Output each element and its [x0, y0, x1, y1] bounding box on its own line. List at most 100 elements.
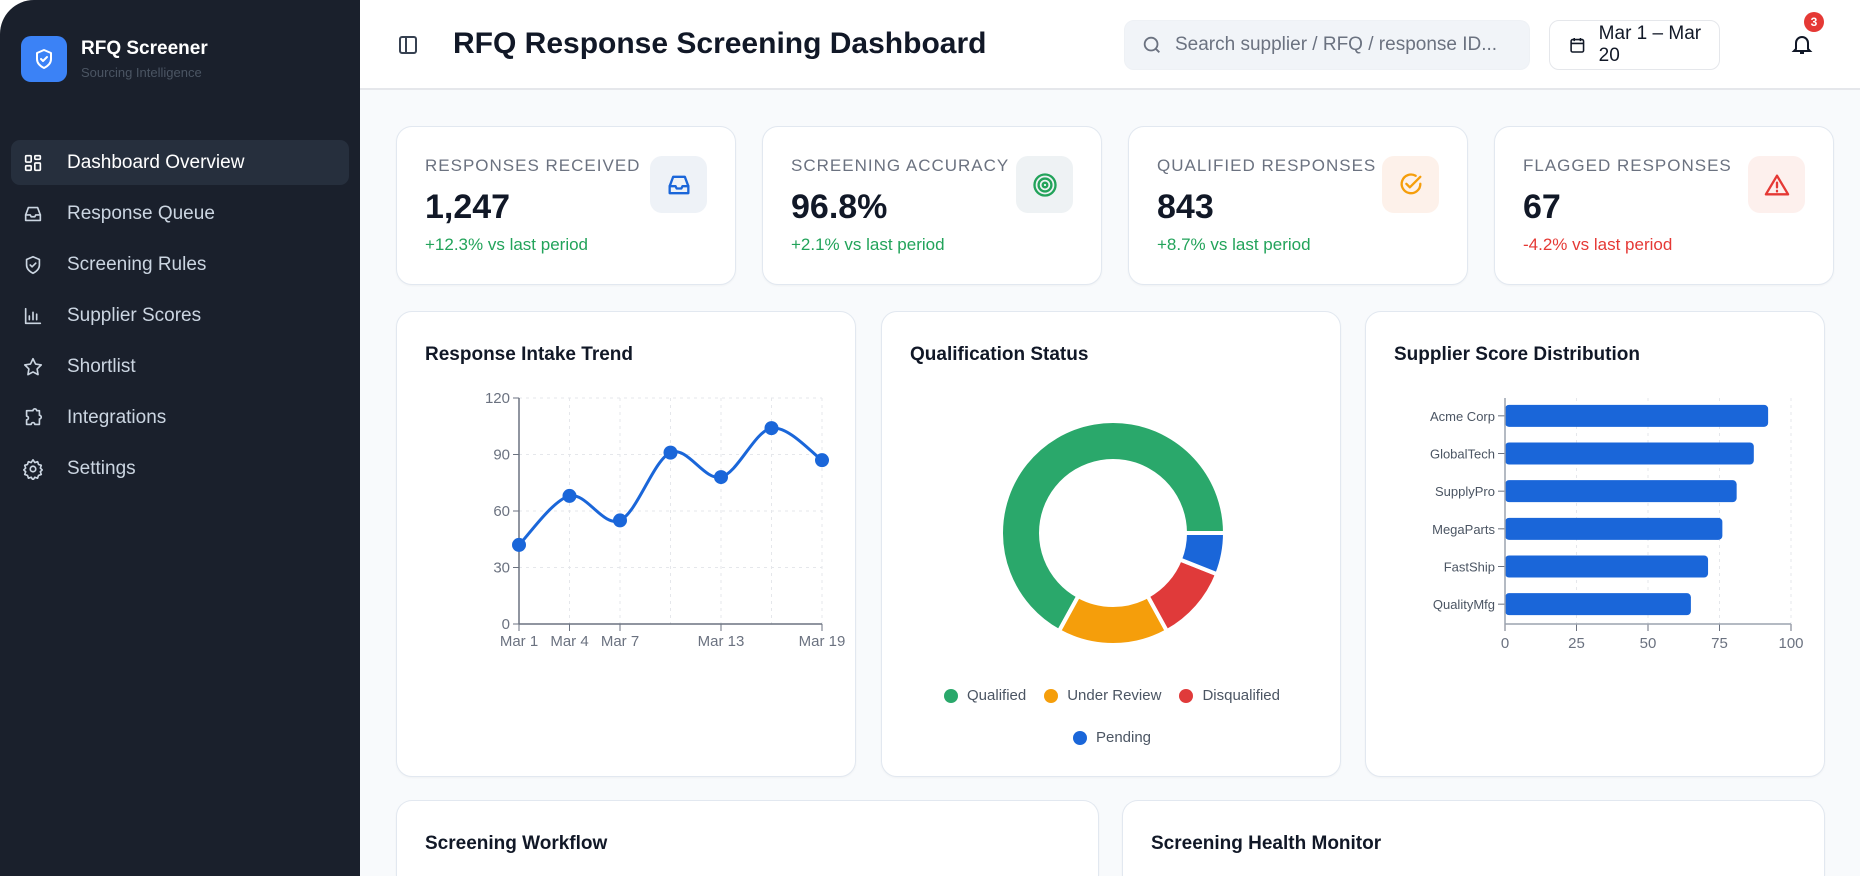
y-tick-label: 120 [485, 390, 510, 407]
sidebar-item-screening-rules[interactable]: Screening Rules [11, 242, 349, 287]
screening-health-card: Screening Health Monitor [1122, 800, 1825, 876]
shield-logo-icon [21, 36, 67, 82]
legend-label: Disqualified [1202, 687, 1280, 704]
app-tagline: Sourcing Intelligence [81, 65, 202, 80]
bar [1505, 404, 1769, 427]
sidebar-item-label: Integrations [67, 406, 167, 428]
sidebar-item-supplier-scores[interactable]: Supplier Scores [11, 293, 349, 338]
sidebar-item-label: Screening Rules [67, 253, 207, 275]
kpi-icon-box [1016, 156, 1073, 213]
gear-icon [23, 458, 43, 480]
brand: RFQ Screener Sourcing Intelligence [21, 36, 208, 82]
sidebar-item-label: Settings [67, 457, 136, 479]
kpi-card: QUALIFIED RESPONSES 843 +8.7% vs last pe… [1128, 126, 1468, 285]
x-tick-label: 50 [1640, 635, 1657, 652]
y-tick-label: 30 [493, 560, 510, 577]
series-line [517, 426, 823, 546]
x-tick-label: 0 [1501, 635, 1509, 652]
legend-item[interactable]: Disqualified [1179, 687, 1280, 704]
app-name: RFQ Screener [81, 38, 208, 59]
y-tick-label: Acme Corp [1430, 409, 1495, 424]
donut-slice [999, 419, 1228, 634]
main-content: RFQ Response Screening Dashboard Mar 1 –… [360, 0, 1860, 876]
kpi-icon-box [1382, 156, 1439, 213]
data-point [815, 453, 829, 468]
sidebar-toggle-icon[interactable] [396, 33, 420, 57]
warning-icon [1764, 174, 1789, 195]
sidebar-item-settings[interactable]: Settings [11, 446, 349, 491]
sidebar: RFQ Screener Sourcing Intelligence Dashb… [0, 0, 360, 876]
legend-item[interactable]: Under Review [1044, 687, 1161, 704]
legend-label: Pending [1095, 729, 1152, 746]
star-icon [23, 357, 43, 375]
search-box[interactable] [1124, 20, 1530, 70]
bar [1505, 480, 1737, 503]
y-tick-label: 60 [493, 503, 510, 520]
legend-item[interactable]: Pending [1072, 729, 1152, 746]
x-tick-label: Mar 4 [550, 633, 588, 650]
legend-item[interactable]: Qualified [944, 687, 1026, 704]
x-tick-label: Mar 13 [698, 633, 745, 650]
y-tick-label: FastShip [1444, 560, 1495, 575]
card-title: Screening Health Monitor [1151, 833, 1382, 854]
check-circle-icon [1400, 172, 1422, 194]
x-tick-label: 100 [1778, 635, 1803, 652]
sidebar-item-label: Dashboard Overview [67, 151, 245, 173]
shield-check-icon [25, 255, 41, 274]
x-tick-label: Mar 1 [500, 633, 538, 650]
bar-chart: 0 25 50 75 100 Acme Corp GlobalTech SupplyPro Me… [1430, 398, 1804, 652]
sidebar-item-shortlist[interactable]: Shortlist [11, 344, 349, 389]
search-input[interactable] [1175, 34, 1515, 56]
sidebar-item-integrations[interactable]: Integrations [11, 395, 349, 440]
kpi-delta: +2.1% vs last period [791, 235, 945, 254]
card-title: Supplier Score Distribution [1394, 344, 1640, 365]
bar [1505, 517, 1723, 540]
y-tick-label: QualityMfg [1433, 597, 1495, 612]
grid-icon [24, 154, 42, 171]
data-point [562, 488, 577, 503]
donut-slice [1177, 531, 1228, 577]
data-point [613, 513, 627, 528]
sidebar-item-dashboard-overview[interactable]: Dashboard Overview [11, 140, 349, 185]
bar [1505, 593, 1691, 616]
kpi-value: 843 [1157, 188, 1214, 226]
screening-workflow-card: Screening Workflow [396, 800, 1099, 876]
notification-badge: 3 [1804, 12, 1824, 32]
data-point [663, 445, 678, 460]
kpi-value: 96.8% [791, 188, 888, 226]
sidebar-nav: Dashboard Overview Response Queue Screenin… [11, 140, 349, 497]
legend-swatch [1179, 688, 1194, 703]
kpi-label: FLAGGED RESPONSES [1523, 156, 1732, 175]
bell-icon[interactable] [1790, 31, 1814, 57]
y-tick-label: 0 [502, 616, 510, 633]
page-title: RFQ Response Screening Dashboard [453, 27, 987, 60]
chart-legend: Pending [882, 729, 1342, 746]
card-title: Response Intake Trend [425, 344, 634, 365]
kpi-icon-box [1748, 156, 1805, 213]
date-range-label: Mar 1 – Mar 20 [1598, 23, 1702, 66]
y-tick-label: MegaParts [1432, 522, 1495, 537]
kpi-card: SCREENING ACCURACY 96.8% +2.1% vs last p… [762, 126, 1102, 285]
data-point [764, 421, 779, 436]
x-tick-label: Mar 19 [799, 633, 846, 650]
inbox-icon [24, 206, 42, 221]
calendar-icon [1570, 37, 1585, 53]
search-icon [1143, 36, 1160, 53]
legend-swatch [944, 688, 959, 703]
sidebar-item-response-queue[interactable]: Response Queue [11, 191, 349, 236]
target-icon [1032, 172, 1057, 197]
kpi-card: RESPONSES RECEIVED 1,247 +12.3% vs last … [396, 126, 736, 285]
line-chart: 0 30 60 90 120 Mar 1 Mar 4 Mar 7 Mar 13 Mar 19 [485, 390, 846, 650]
legend-swatch [1072, 730, 1087, 745]
date-range-button[interactable]: Mar 1 – Mar 20 [1549, 20, 1720, 70]
kpi-label: SCREENING ACCURACY [791, 156, 1010, 175]
bar-chart-icon [24, 307, 42, 324]
kpi-label: QUALIFIED RESPONSES [1157, 156, 1377, 175]
qualification-status-card: Qualification Status Qualified Under Revi… [881, 311, 1341, 777]
inbox-icon [668, 175, 689, 194]
puzzle-icon [25, 407, 43, 425]
bar [1505, 555, 1709, 578]
card-title: Qualification Status [910, 344, 1089, 365]
y-tick-label: 90 [493, 447, 510, 464]
